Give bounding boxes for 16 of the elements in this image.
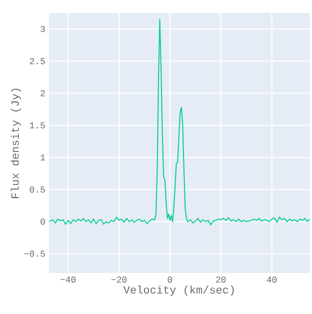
x-tick-label: −40 — [60, 276, 76, 283]
y-tick-label: 1.5 — [30, 122, 45, 128]
y-tick-label: 0.5 — [30, 186, 45, 193]
y-tick-label: 1 — [40, 154, 46, 160]
y-tick-label: 0 — [40, 218, 45, 225]
x-tick-label: 40 — [266, 276, 277, 283]
y-tick-label: 2.5 — [30, 58, 45, 64]
y-tick-label: 3 — [40, 26, 45, 32]
x-tick-label: 20 — [216, 276, 226, 283]
y-axis-title: Flux density (Jy) — [10, 88, 21, 198]
x-tick-label: −20 — [111, 276, 127, 283]
x-axis-title: Velocity (km/sec) — [123, 286, 234, 296]
y-tick-label: 2 — [40, 90, 45, 96]
x-tick-label: 0 — [168, 276, 172, 283]
y-tick-label: −0.5 — [24, 250, 45, 257]
line-series — [49, 18, 310, 226]
